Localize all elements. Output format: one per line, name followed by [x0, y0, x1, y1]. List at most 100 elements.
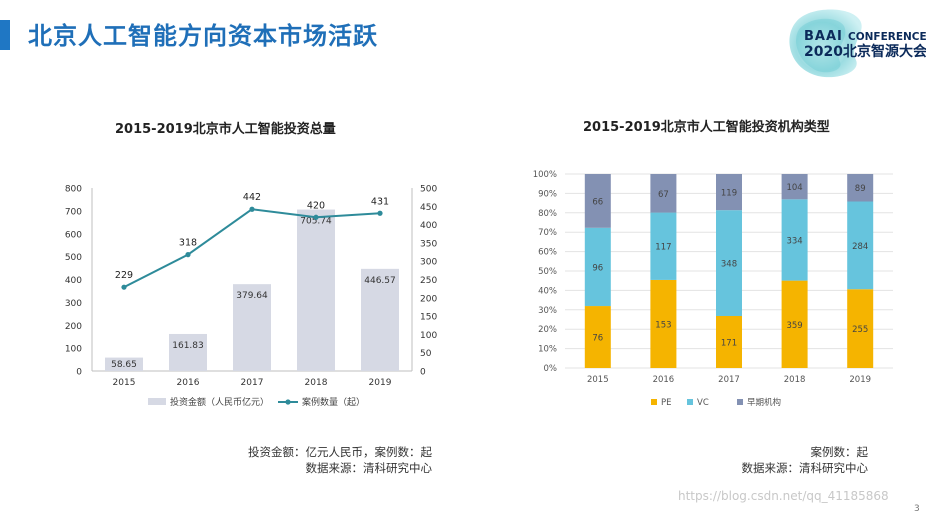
title-accent-bar [0, 20, 10, 50]
chart1-line-label: 318 [179, 238, 197, 249]
chart1-bar-label: 161.83 [172, 341, 204, 351]
chart1-x-tick: 2016 [177, 378, 200, 388]
chart1-line-point [121, 284, 127, 290]
chart1-line-point [377, 210, 383, 216]
chart1-bar [233, 284, 271, 371]
chart2-segment-label: 171 [721, 339, 737, 349]
chart1-right-tick: 450 [420, 203, 437, 213]
chart2-x-tick: 2017 [718, 375, 740, 385]
chart2-segment-label: 89 [855, 184, 866, 194]
chart1-bar-label: 379.64 [236, 291, 268, 301]
chart2-y-tick: 90% [538, 189, 557, 199]
chart1-x-tick: 2018 [305, 378, 328, 388]
chart1-left-tick: 800 [65, 185, 82, 195]
chart2-legend-swatch [737, 399, 743, 405]
chart2-x-tick: 2015 [587, 375, 609, 385]
chart1-line-point [249, 206, 255, 212]
chart1-right-tick: 50 [420, 349, 432, 359]
chart1-bar [297, 209, 335, 371]
watermark: https://blog.csdn.net/qq_41185868 [678, 489, 889, 503]
chart2-x-tick: 2019 [849, 375, 871, 385]
chart1-line-label: 431 [371, 196, 389, 207]
chart2-segment-label: 66 [592, 197, 603, 207]
chart2-segment [847, 289, 874, 368]
chart2-segment-label: 334 [786, 236, 802, 246]
chart1-left-tick: 600 [65, 230, 82, 240]
chart1-x-tick: 2019 [369, 378, 392, 388]
chart2-y-tick: 20% [538, 325, 557, 335]
chart2-segment [584, 227, 611, 307]
chart1-right-tick: 0 [420, 368, 426, 378]
chart1-x-tick: 2017 [241, 378, 264, 388]
left-note-units: 投资金额：亿元人民币，案例数：起 [248, 445, 432, 459]
chart2-segment-label: 359 [786, 321, 802, 331]
chart1-title: 2015-2019北京市人工智能投资总量 [115, 122, 336, 137]
chart1-line-label: 229 [115, 270, 133, 281]
chart2-y-tick: 30% [538, 306, 557, 316]
logo-brand: BAAI [804, 29, 843, 44]
chart1-right-tick: 350 [420, 239, 437, 249]
chart2-segment-label: 119 [721, 189, 737, 199]
chart2-segment [847, 174, 874, 202]
chart1-legend-line-marker [285, 399, 291, 405]
chart1-bar-label: 446.57 [364, 276, 396, 286]
chart2-segment-label: 348 [721, 260, 737, 270]
chart2-segment [650, 279, 677, 368]
logo-year-name: 2020北京智源大会 [804, 43, 926, 60]
chart2-segment [847, 201, 874, 290]
chart2-segment [716, 174, 742, 211]
chart2-x-tick: 2016 [653, 375, 675, 385]
chart2-segment-label: 153 [655, 320, 671, 330]
chart1-right-tick: 400 [420, 221, 437, 231]
chart1-bar [105, 357, 143, 371]
chart2-segment [781, 199, 808, 281]
left-note-source: 数据来源：清科研究中心 [305, 461, 433, 475]
chart2-segment [584, 174, 611, 228]
chart1-right-tick: 200 [420, 294, 437, 304]
chart1-line-label: 442 [243, 192, 261, 203]
chart2-y-tick: 70% [538, 228, 557, 238]
chart2-segment-label: 284 [852, 242, 868, 252]
chart2-segment [781, 174, 808, 200]
chart2-segment [716, 210, 742, 317]
page-number: 3 [914, 504, 920, 514]
chart1-x-tick: 2015 [113, 378, 136, 388]
chart2-y-tick: 60% [538, 248, 557, 258]
chart1-legend-bar-label: 投资金额（人民币亿元） [170, 396, 269, 408]
chart2-y-tick: 10% [538, 345, 557, 355]
left-notes: 投资金额：亿元人民币，案例数：起 数据来源：清科研究中心 [248, 444, 432, 476]
chart1-legend-line-label: 案例数量（起） [302, 396, 365, 408]
chart2-legend-label: 早期机构 [747, 397, 781, 408]
chart2-y-tick: 80% [538, 209, 557, 219]
chart2-legend-swatch [651, 399, 657, 405]
chart2-y-tick: 100% [533, 170, 557, 180]
chart1-left-tick: 200 [65, 322, 82, 332]
chart2-legend-label: PE [661, 398, 672, 408]
chart1-left-tick: 0 [76, 368, 82, 378]
chart2-legend-label: VC [697, 398, 709, 408]
chart2-y-tick: 0% [544, 364, 558, 374]
chart1-right-tick: 250 [420, 276, 437, 286]
chart2-segment-label: 117 [655, 243, 671, 253]
chart1-left-tick: 500 [65, 253, 82, 263]
chart2-segment-label: 76 [592, 334, 603, 344]
chart1-right-tick: 500 [420, 185, 437, 195]
chart1-bar-label: 705.74 [300, 217, 332, 227]
page-title: 北京人工智能方向资本市场活跃 [28, 22, 378, 50]
chart2-y-tick: 50% [538, 267, 557, 277]
chart1-line-point [185, 252, 191, 258]
chart2-segment [650, 174, 677, 213]
chart2-legend-swatch [687, 399, 693, 405]
right-note-units: 案例数：起 [810, 445, 869, 459]
chart1-line-label: 420 [307, 200, 325, 211]
chart1-left-tick: 300 [65, 299, 82, 309]
chart2-segment [650, 212, 677, 280]
chart2-segment-label: 104 [786, 183, 802, 193]
chart2-segment [716, 316, 742, 368]
chart2-title: 2015-2019北京市人工智能投资机构类型 [583, 120, 830, 135]
chart2-segment [584, 306, 611, 368]
chart1-left-tick: 700 [65, 207, 82, 217]
chart1-bar-label: 58.65 [111, 360, 137, 370]
